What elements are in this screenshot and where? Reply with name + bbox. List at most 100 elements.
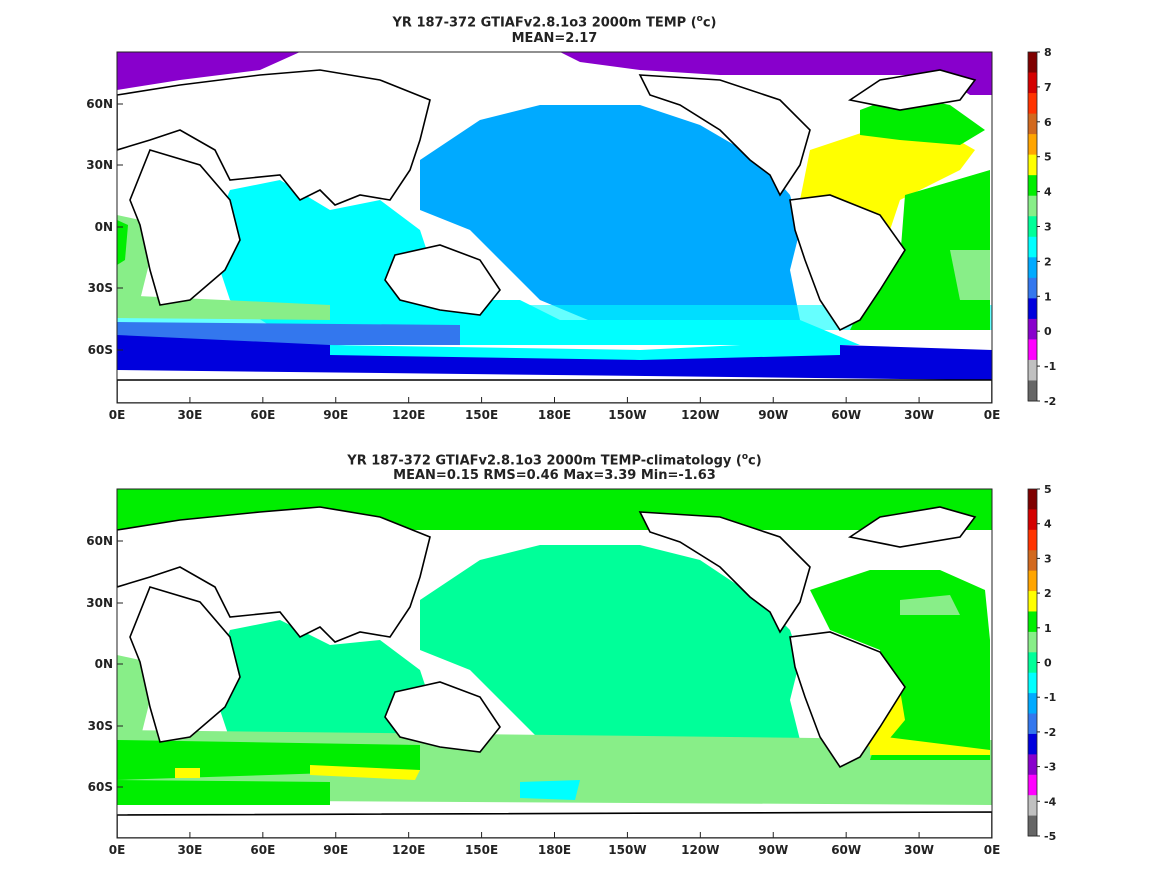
panel1-pacific-ocean bbox=[420, 105, 800, 330]
y-tick-label: 30N bbox=[86, 596, 113, 610]
colorbar-segment bbox=[1028, 570, 1037, 592]
panel2-yellow-1 bbox=[310, 765, 420, 780]
colorbar-tick-label: 0 bbox=[1044, 325, 1052, 338]
x-tick-label: 120E bbox=[392, 408, 425, 422]
y-tick-label: 60S bbox=[88, 780, 113, 794]
colorbar-tick-label: 1 bbox=[1044, 290, 1052, 303]
panel2-title: YR 187-372 GTIAFv2.8.1o3 2000m TEMP-clim… bbox=[117, 449, 992, 469]
x-tick-label: 120W bbox=[681, 843, 719, 857]
axes-layer: 0E 30E 60E 90E 120E 150E 180E 150W 120W 90W 60W 30W… bbox=[86, 97, 1000, 857]
colorbar-segment bbox=[1028, 672, 1037, 694]
x-tick-label: 150W bbox=[608, 843, 646, 857]
panel2-title-suffix: c) bbox=[748, 453, 762, 469]
panel1-southern-band1 bbox=[117, 305, 992, 330]
x-tick-label: 30W bbox=[904, 408, 934, 422]
x-tick-label: 60E bbox=[250, 408, 275, 422]
x-tick-label: 180E bbox=[538, 843, 571, 857]
colorbar-segment bbox=[1028, 815, 1037, 837]
colorbar-tick-label: 4 bbox=[1044, 518, 1052, 531]
panel1-title-sup: o bbox=[696, 14, 703, 24]
x-tick-label: 150E bbox=[465, 843, 498, 857]
panel1-title: YR 187-372 GTIAFv2.8.1o3 2000m TEMP (oc) bbox=[117, 11, 992, 31]
colorbar-segment bbox=[1028, 175, 1037, 197]
x-tick-label: 0E bbox=[984, 408, 1001, 422]
colorbar-tick-label: 7 bbox=[1044, 81, 1052, 94]
panel2-yellow-2 bbox=[175, 768, 200, 778]
panel2-map bbox=[117, 489, 992, 838]
colorbar-segment bbox=[1028, 195, 1037, 217]
colorbar-segment bbox=[1028, 611, 1037, 633]
panel2-atlantic-light bbox=[900, 595, 960, 615]
colorbar-segment bbox=[1028, 318, 1037, 340]
panel2-west-atlantic bbox=[117, 655, 150, 740]
colorbar-tick-label: 5 bbox=[1044, 483, 1052, 496]
panel2-cyan-patch bbox=[520, 780, 580, 800]
colorbar-segment bbox=[1028, 652, 1037, 674]
x-tick-label: 30E bbox=[177, 408, 202, 422]
y-tick-label: 0N bbox=[95, 657, 113, 671]
colorbar-segment bbox=[1028, 631, 1037, 653]
x-tick-label: 0E bbox=[109, 408, 126, 422]
colorbar-segment bbox=[1028, 72, 1037, 94]
colorbar-segment bbox=[1028, 380, 1037, 402]
colorbar-segment bbox=[1028, 795, 1037, 817]
colorbar-tick-label: 0 bbox=[1044, 657, 1052, 670]
panel1-title-text: YR 187-372 GTIAFv2.8.1o3 2000m TEMP ( bbox=[392, 15, 697, 31]
x-tick-label: 30W bbox=[904, 843, 934, 857]
colorbar-segment bbox=[1028, 693, 1037, 715]
x-tick-label: 60W bbox=[831, 408, 861, 422]
colorbar-tick-label: 8 bbox=[1044, 46, 1052, 59]
x-tick-label: 0E bbox=[984, 843, 1001, 857]
colorbar-segment bbox=[1028, 591, 1037, 612]
colorbar-tick-label: -2 bbox=[1044, 395, 1056, 408]
x-tick-label: 30E bbox=[177, 843, 202, 857]
colorbar-tick-label: -5 bbox=[1044, 830, 1056, 843]
y-tick-label: 30S bbox=[88, 281, 113, 295]
x-tick-label: 150W bbox=[608, 408, 646, 422]
colorbar-segment bbox=[1028, 257, 1037, 279]
colorbar-tick-label: 4 bbox=[1044, 186, 1052, 199]
colorbar-segment bbox=[1028, 236, 1037, 258]
colorbar-segment bbox=[1028, 754, 1037, 776]
colorbars-layer: 8 7 6 5 4 3 2 1 0 -1 -2 5 4 3 2 1 0 -1 -2 -3 -4 -5 bbox=[1027, 46, 1057, 843]
panel2-subtitle: MEAN=0.15 RMS=0.46 Max=3.39 Min=-1.63 bbox=[393, 468, 716, 483]
colorbar-segment bbox=[1028, 134, 1037, 156]
colorbar-tick-label: -3 bbox=[1044, 761, 1056, 774]
colorbar-segment bbox=[1028, 52, 1037, 74]
colorbar-segment bbox=[1028, 113, 1037, 135]
panel1-map bbox=[117, 52, 992, 403]
x-tick-label: 0E bbox=[109, 843, 126, 857]
x-tick-label: 60E bbox=[250, 843, 275, 857]
y-tick-label: 0N bbox=[95, 220, 113, 234]
panel1-arctic-left bbox=[117, 52, 300, 90]
colorbar-tick-label: 3 bbox=[1044, 552, 1052, 565]
panel2-indian-ocean bbox=[210, 620, 430, 740]
x-tick-label: 180E bbox=[538, 408, 571, 422]
panel1-subtitle: MEAN=2.17 bbox=[511, 31, 598, 46]
colorbar-segment bbox=[1028, 733, 1037, 755]
x-tick-label: 90W bbox=[758, 408, 788, 422]
y-tick-label: 30N bbox=[86, 158, 113, 172]
colorbar-tick-label: -4 bbox=[1044, 795, 1057, 808]
y-tick-label: 60N bbox=[86, 97, 113, 111]
panel2-title-sup: o bbox=[741, 452, 749, 462]
y-tick-label: 60S bbox=[88, 343, 113, 357]
y-tick-label: 30S bbox=[88, 719, 113, 733]
colorbar-segment bbox=[1028, 154, 1037, 176]
panel1-west-atlantic-green bbox=[117, 220, 128, 265]
x-tick-label: 90E bbox=[323, 843, 348, 857]
colorbar-tick-label: 5 bbox=[1044, 151, 1052, 164]
panel2-atlantic-yellow-band bbox=[870, 735, 990, 755]
x-tick-label: 120E bbox=[392, 843, 425, 857]
colorbar-segment bbox=[1028, 277, 1037, 299]
colorbar-segment bbox=[1028, 713, 1037, 735]
x-tick-label: 150E bbox=[465, 408, 498, 422]
panel1-atlantic-south bbox=[850, 170, 990, 330]
colorbar-segment bbox=[1028, 216, 1037, 238]
colorbar-tick-label: 1 bbox=[1044, 622, 1052, 635]
colorbar-segment bbox=[1028, 339, 1037, 361]
colorbar-segment bbox=[1028, 550, 1037, 572]
x-tick-label: 120W bbox=[681, 408, 719, 422]
colorbar-segment bbox=[1028, 298, 1037, 320]
